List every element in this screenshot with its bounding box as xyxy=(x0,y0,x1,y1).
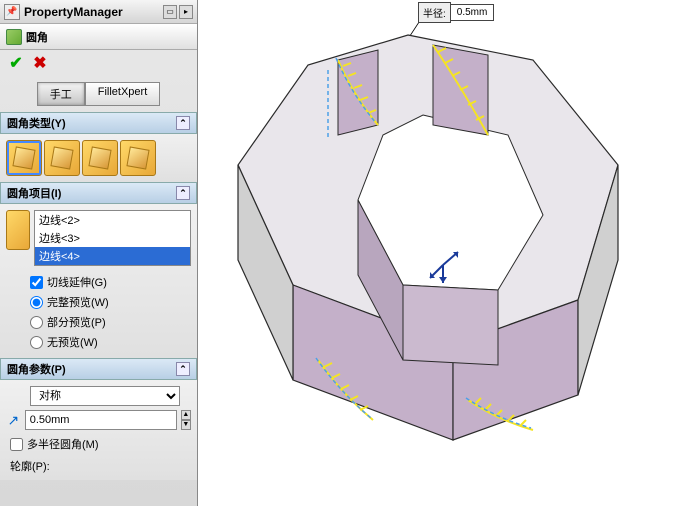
split-icon[interactable]: ▭ xyxy=(163,5,177,19)
callout-value[interactable]: 0.5mm xyxy=(451,4,495,21)
feature-row: 圆角 xyxy=(0,24,197,50)
callout-label: 半径: xyxy=(418,2,451,23)
fillet-items-body: 边线<2> 边线<3> 边线<4> 切线延伸(G) 完整预览(W) 部分预览(P… xyxy=(0,204,197,358)
pm-title: PropertyManager xyxy=(24,5,163,19)
tab-manual[interactable]: 手工 xyxy=(37,82,85,106)
hole-wall-2 xyxy=(403,285,498,365)
no-preview-label: 无预览(W) xyxy=(47,334,98,350)
collapse-icon[interactable]: ⌃ xyxy=(176,116,190,130)
tangent-checkbox[interactable] xyxy=(30,276,43,289)
symmetry-select[interactable]: 对称 xyxy=(30,386,180,406)
action-row: ✔ ✖ xyxy=(0,50,197,76)
tangent-label: 切线延伸(G) xyxy=(47,274,107,290)
variable-radius-icon[interactable] xyxy=(44,140,80,176)
partial-preview-option[interactable]: 部分预览(P) xyxy=(6,312,191,332)
ok-button[interactable]: ✔ xyxy=(6,53,26,73)
pm-header: 📌 PropertyManager ▭ ▸ xyxy=(0,0,197,24)
radius-row: ↗ ▲▼ xyxy=(6,410,191,430)
multi-radius-checkbox[interactable] xyxy=(10,438,23,451)
multi-radius-option[interactable]: 多半径圆角(M) xyxy=(6,434,191,454)
slot-face-1 xyxy=(338,50,378,135)
graphics-viewport[interactable]: 半径: 0.5mm xyxy=(198,0,695,506)
fillet-params-body: 对称 ↗ ▲▼ 多半径圆角(M) 轮廓(P): xyxy=(0,380,197,480)
selection-list[interactable]: 边线<2> 边线<3> 边线<4> xyxy=(34,210,191,266)
multi-radius-label: 多半径圆角(M) xyxy=(27,436,99,452)
partial-preview-label: 部分预览(P) xyxy=(47,314,106,330)
radius-input[interactable] xyxy=(25,410,177,430)
fillet-items-title: 圆角项目(I) xyxy=(7,185,61,201)
radius-callout[interactable]: 半径: 0.5mm xyxy=(418,2,494,23)
collapse-icon[interactable]: ⌃ xyxy=(176,362,190,376)
full-preview-label: 完整预览(W) xyxy=(47,294,109,310)
fillet-type-icons xyxy=(6,140,191,176)
feature-name: 圆角 xyxy=(26,29,48,45)
menu-icon[interactable]: ▸ xyxy=(179,5,193,19)
profile-label: 轮廓(P): xyxy=(6,458,191,474)
tangent-option[interactable]: 切线延伸(G) xyxy=(6,272,191,292)
no-preview-option[interactable]: 无预览(W) xyxy=(6,332,191,352)
collapse-icon[interactable]: ⌃ xyxy=(176,186,190,200)
list-item[interactable]: 边线<2> xyxy=(35,211,190,229)
fillet-params-header[interactable]: 圆角参数(P) ⌃ xyxy=(0,358,197,380)
full-round-icon[interactable] xyxy=(120,140,156,176)
full-preview-radio[interactable] xyxy=(30,296,43,309)
property-manager-panel: 📌 PropertyManager ▭ ▸ 圆角 ✔ ✖ 手工 FilletXp… xyxy=(0,0,198,506)
fillet-items-header[interactable]: 圆角项目(I) ⌃ xyxy=(0,182,197,204)
tab-row: 手工 FilletXpert xyxy=(0,76,197,112)
fillet-type-title: 圆角类型(Y) xyxy=(7,115,66,131)
fillet-type-body xyxy=(0,134,197,182)
full-preview-option[interactable]: 完整预览(W) xyxy=(6,292,191,312)
partial-preview-radio[interactable] xyxy=(30,316,43,329)
no-preview-radio[interactable] xyxy=(30,336,43,349)
list-item[interactable]: 边线<4> xyxy=(35,247,190,265)
fillet-params-title: 圆角参数(P) xyxy=(7,361,66,377)
radius-icon: ↗ xyxy=(6,410,21,430)
constant-radius-icon[interactable] xyxy=(6,140,42,176)
tab-filletxpert[interactable]: FilletXpert xyxy=(85,82,161,106)
face-fillet-icon[interactable] xyxy=(82,140,118,176)
pm-header-buttons: ▭ ▸ xyxy=(163,5,193,19)
cancel-button[interactable]: ✖ xyxy=(30,53,50,73)
fillet-feature-icon xyxy=(6,29,22,45)
pin-icon[interactable]: 📌 xyxy=(4,4,20,20)
model-view[interactable] xyxy=(198,0,695,506)
fillet-type-header[interactable]: 圆角类型(Y) ⌃ xyxy=(0,112,197,134)
selection-box: 边线<2> 边线<3> 边线<4> xyxy=(6,210,191,266)
radius-spinner[interactable]: ▲▼ xyxy=(181,410,191,430)
edge-select-icon[interactable] xyxy=(6,210,30,250)
list-item[interactable]: 边线<3> xyxy=(35,229,190,247)
